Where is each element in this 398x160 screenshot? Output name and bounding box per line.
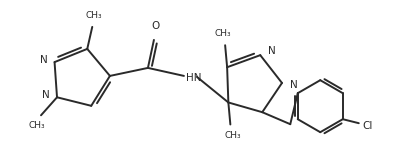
Text: N: N — [40, 55, 47, 65]
Text: HN: HN — [186, 73, 201, 83]
Text: Cl: Cl — [363, 121, 373, 131]
Text: N: N — [42, 90, 50, 100]
Text: O: O — [152, 21, 160, 31]
Text: N: N — [290, 80, 298, 90]
Text: CH₃: CH₃ — [224, 132, 241, 140]
Text: CH₃: CH₃ — [215, 29, 232, 38]
Text: CH₃: CH₃ — [86, 11, 103, 20]
Text: CH₃: CH₃ — [29, 121, 45, 130]
Text: N: N — [268, 46, 276, 56]
